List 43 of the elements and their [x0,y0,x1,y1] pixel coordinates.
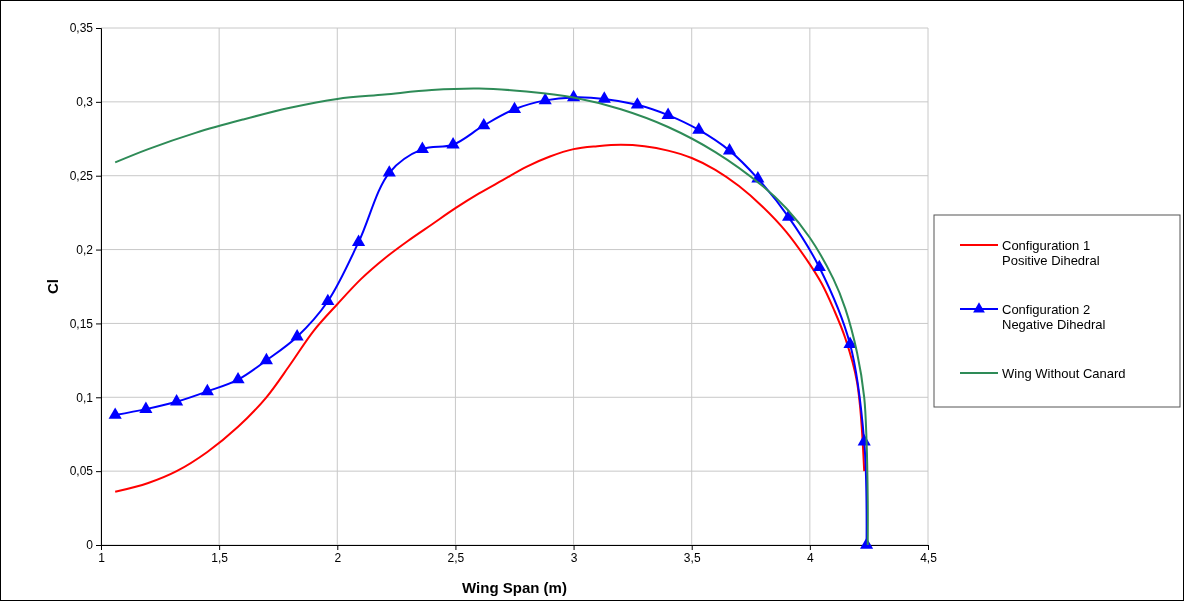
y-tick-label: 0,2 [76,242,94,257]
point [259,352,273,365]
point [661,107,675,119]
point [321,293,335,306]
legend-label: Wing Without Canard [1002,366,1126,381]
point [630,97,644,109]
x-axis-title: Wing Span (m) [462,579,567,596]
point [812,259,826,272]
x-tick-label: 1 [98,550,106,565]
point [351,234,366,246]
x-tick-label: 2,5 [447,550,465,565]
y-tick-label: 0 [86,538,94,553]
legend-label: Configuration 2 Negative Dihedral [1002,302,1106,332]
y-tick-label: 0,15 [69,316,94,331]
x-tick-label: 3,5 [683,550,701,565]
point [722,143,737,155]
point [843,336,857,348]
point [477,117,491,130]
point [382,165,396,177]
point [597,91,611,103]
x-tick-label: 2 [334,550,342,565]
point [231,371,245,384]
x-tick-label: 1,5 [211,550,229,565]
point [139,401,153,413]
point [290,329,304,341]
y-tick-label: 0,25 [69,169,94,184]
point [415,141,429,153]
point [507,101,522,114]
x-tick-label: 4 [807,550,815,565]
x-tick-label: 3 [570,550,578,565]
point [170,394,184,406]
y-tick-label: 0,3 [76,95,94,110]
line-series [114,143,866,493]
point [692,122,706,134]
x-tick-label: 4,5 [920,550,938,565]
point [108,407,122,419]
y-tick-label: 0,1 [76,390,94,405]
point [200,383,214,396]
y-axis-title: Cl [44,279,61,294]
y-tick-label: 0,35 [69,21,94,36]
y-tick-label: 0,05 [69,464,94,479]
point [538,92,552,105]
legend-label: Configuration 1 Positive Dihedral [1002,238,1100,268]
